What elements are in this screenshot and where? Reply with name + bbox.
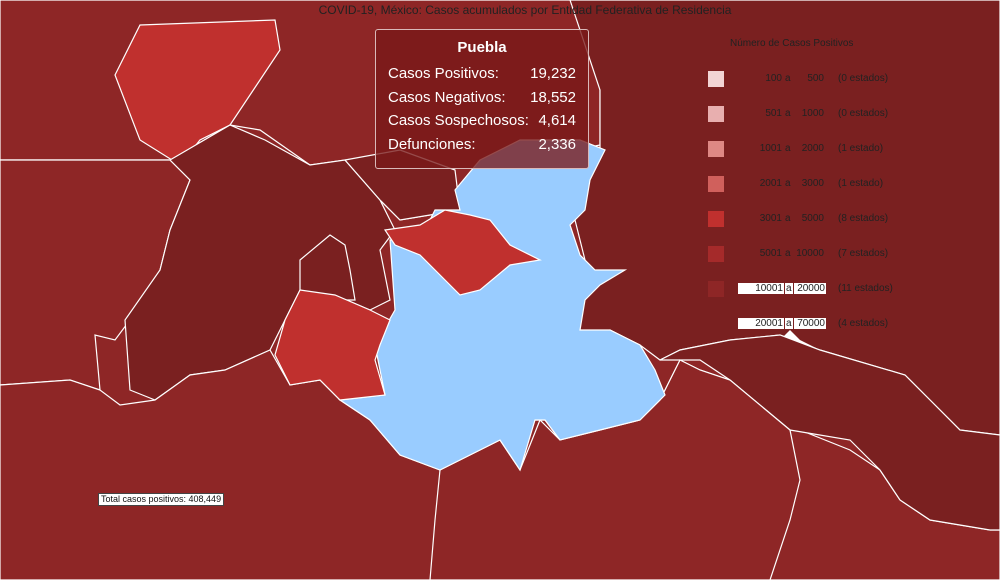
legend-state-count: (8 estados) xyxy=(838,213,889,224)
map-title: COVID-19, México: Casos acumulados por E… xyxy=(318,3,732,17)
legend-range-from: 20001 xyxy=(738,318,784,329)
state-region[interactable] xyxy=(383,209,542,296)
legend-range-sep: a xyxy=(785,248,791,259)
legend-swatch xyxy=(708,176,724,192)
tooltip-value: 4,614 xyxy=(538,112,576,129)
tooltip-row: Casos Positivos: 19,232 xyxy=(388,62,576,86)
tooltip-label: Casos Negativos: xyxy=(388,88,506,106)
legend-swatch xyxy=(708,246,724,262)
state-tooltip: Puebla Casos Positivos: 19,232 Casos Neg… xyxy=(375,29,589,169)
tooltip-value: 18,552 xyxy=(530,88,576,106)
legend-state-count: (1 estado) xyxy=(838,178,884,189)
legend-swatch xyxy=(708,141,724,157)
legend-state-count: (0 estados) xyxy=(838,73,889,84)
legend-item[interactable]: 2001 a 3000 (1 estado) xyxy=(708,176,1000,192)
legend-range-sep: a xyxy=(785,108,791,119)
legend-range-sep: a xyxy=(785,178,791,189)
legend-range-to: 2000 xyxy=(801,143,824,154)
tooltip-row: Defunciones: 2,336 xyxy=(388,133,576,157)
state-puebla[interactable] xyxy=(338,139,666,472)
legend-swatch xyxy=(708,281,724,297)
legend-title: Número de Casos Positivos xyxy=(730,38,854,49)
legend-range-to: 5000 xyxy=(801,213,824,224)
state-region[interactable] xyxy=(114,19,281,166)
legend-range-to: 20000 xyxy=(794,283,826,294)
tooltip-row: Casos Negativos: 18,552 xyxy=(388,86,576,110)
legend-range-to: 500 xyxy=(807,73,824,84)
legend-range-to: 3000 xyxy=(801,178,824,189)
legend-state-count: (7 estados) xyxy=(838,248,889,259)
legend-swatch xyxy=(708,106,724,122)
legend-range-to: 70000 xyxy=(794,318,826,329)
tooltip-label: Casos Sospechosos: xyxy=(388,112,529,129)
legend-swatch xyxy=(708,211,724,227)
legend-range-sep: a xyxy=(785,283,793,294)
legend-state-count: (0 estados) xyxy=(838,108,889,119)
legend-range-to: 1000 xyxy=(801,108,824,119)
tooltip-row: Casos Sospechosos: 4,614 xyxy=(388,109,576,133)
legend-range-from: 5001 xyxy=(759,248,782,259)
legend-item[interactable]: 501 a 1000 (0 estados) xyxy=(708,106,1000,122)
legend-range-from: 2001 xyxy=(759,178,782,189)
legend-item[interactable]: 5001 a 10000 (7 estados) xyxy=(708,246,1000,262)
legend-range-sep: a xyxy=(785,318,793,329)
legend-state-count: (4 estados) xyxy=(838,318,889,329)
legend-item[interactable]: 3001 a 5000 (8 estados) xyxy=(708,211,1000,227)
legend-range-sep: a xyxy=(785,143,791,154)
legend-item[interactable]: 1001 a 2000 (1 estado) xyxy=(708,141,1000,157)
legend-state-count: (11 estados) xyxy=(838,283,893,294)
tooltip-title: Puebla xyxy=(457,39,507,56)
legend-swatch xyxy=(708,316,724,332)
legend-item[interactable]: 10001 a 20000 (11 estados) xyxy=(708,281,1000,297)
total-positive-cases: Total casos positivos: 408,449 xyxy=(98,493,225,506)
legend-range-from: 3001 xyxy=(759,213,782,224)
legend-swatch xyxy=(708,71,724,87)
tooltip-value: 2,336 xyxy=(538,135,576,153)
legend-item[interactable]: 20001 a 70000 (4 estados) xyxy=(708,316,1000,332)
legend-range-sep: a xyxy=(785,213,791,224)
legend-item[interactable]: 100 a 500 (0 estados) xyxy=(708,71,1000,87)
legend-range-from: 501 xyxy=(765,108,782,119)
legend-range-from: 1001 xyxy=(759,143,782,154)
legend-range-to: 10000 xyxy=(796,248,824,259)
legend-range-from: 100 xyxy=(765,73,782,84)
tooltip-value: 19,232 xyxy=(530,65,576,82)
tooltip-label: Defunciones: xyxy=(388,135,476,153)
state-region[interactable] xyxy=(274,289,391,401)
legend-state-count: (1 estado) xyxy=(838,143,884,154)
tooltip-label: Casos Positivos: xyxy=(388,65,499,82)
legend-range-sep: a xyxy=(785,73,791,84)
legend-range-from: 10001 xyxy=(738,283,784,294)
